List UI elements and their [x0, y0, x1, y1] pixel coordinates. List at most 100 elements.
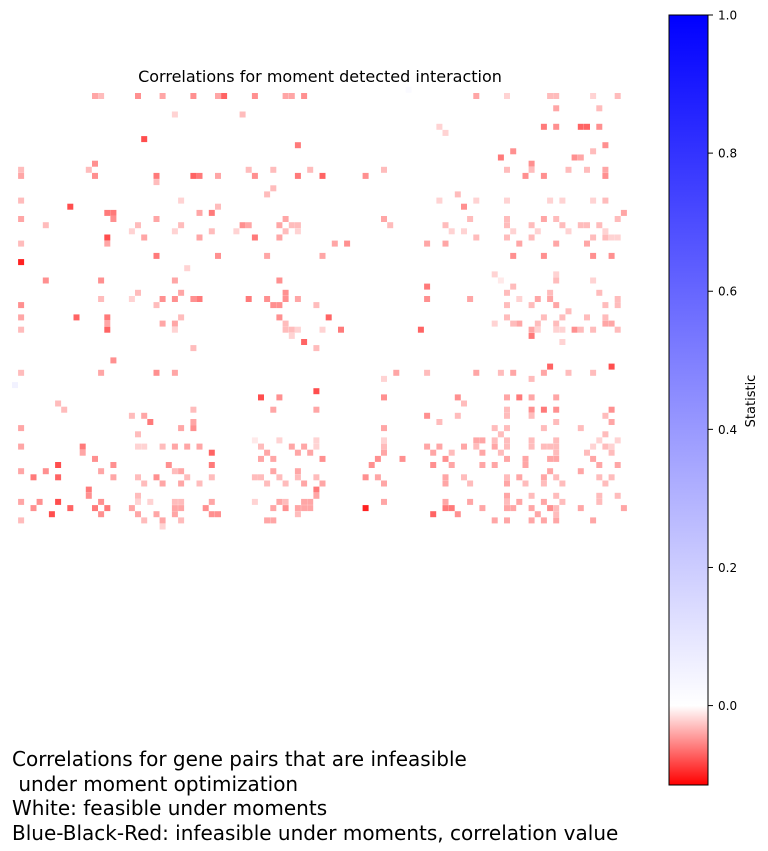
heatmap-cell [301, 443, 308, 450]
heatmap-cell [98, 498, 105, 505]
heatmap-cell [178, 197, 185, 204]
heatmap-cell [504, 302, 510, 309]
heatmap-cell [313, 474, 320, 481]
heatmap-cell [18, 517, 25, 524]
heatmap-cell [596, 492, 603, 499]
heatmap-cell [602, 302, 609, 309]
heatmap-cell [608, 406, 615, 413]
heatmap-cell [417, 326, 424, 333]
heatmap-cell [178, 517, 185, 524]
heatmap-cell [596, 289, 603, 296]
heatmap-cell [196, 443, 203, 450]
heatmap-cell [208, 449, 215, 456]
heatmap-cell [614, 216, 621, 222]
heatmap-cell [178, 468, 185, 475]
colorbar-tick-label: 0.4 [718, 423, 737, 437]
heatmap-cell [18, 498, 25, 505]
heatmap-cell [596, 222, 603, 229]
heatmap-cell [547, 363, 554, 370]
heatmap-cell [442, 222, 449, 229]
heatmap-cell [547, 455, 554, 462]
heatmap-cell [141, 412, 148, 419]
heatmap-cell [18, 314, 25, 321]
heatmap-cell [473, 443, 480, 450]
heatmap-cell [510, 283, 517, 290]
heatmap-cell [559, 498, 566, 505]
heatmap-cell [596, 105, 603, 112]
heatmap-cell [135, 93, 141, 99]
heatmap-cell [540, 425, 547, 432]
heatmap-cell [467, 480, 474, 487]
heatmap-cell [128, 228, 135, 235]
heatmap-cell [553, 406, 560, 413]
heatmap-cell [18, 326, 25, 333]
heatmap-cell [540, 443, 547, 450]
heatmap-cell [98, 369, 105, 376]
heatmap-cell [264, 517, 271, 524]
heatmap-cell [171, 296, 178, 302]
heatmap-cell [251, 172, 258, 179]
heatmap-cell [18, 166, 25, 173]
heatmap-cell [104, 209, 111, 216]
heatmap-cell [528, 412, 535, 419]
heatmap-cell [479, 437, 486, 444]
heatmap-cell [30, 474, 37, 481]
heatmap-cell [540, 216, 547, 222]
heatmap-cell [153, 216, 160, 222]
heatmap-cell [473, 93, 480, 99]
colorbar-tick-label: 0.2 [718, 561, 737, 575]
heatmap-cell [467, 296, 474, 302]
heatmap-cell [504, 474, 510, 481]
caption-line-1: Correlations for gene pairs that are inf… [12, 747, 467, 771]
heatmap-cell [448, 449, 455, 456]
heatmap-cell [362, 505, 369, 512]
heatmap-cell [264, 480, 271, 487]
heatmap-cell [559, 314, 566, 321]
heatmap-cell [491, 443, 498, 450]
heatmap-cell [171, 326, 178, 333]
heatmap-cell [381, 437, 387, 444]
heatmap-cell [171, 443, 178, 450]
heatmap-cell [504, 216, 510, 222]
heatmap-cell [491, 517, 498, 524]
heatmap-cell [442, 129, 449, 136]
heatmap-cell [153, 179, 160, 186]
heatmap-cell [577, 123, 584, 130]
heatmap-cell [55, 498, 62, 505]
heatmap-cell [18, 259, 25, 266]
heatmap-cell [178, 222, 185, 229]
heatmap-cell [461, 400, 467, 407]
heatmap-cell [553, 326, 560, 333]
caption-line-4: Blue-Black-Red: infeasible under moments… [12, 820, 619, 845]
heatmap-cell [424, 412, 431, 419]
colorbar-tick-label: 0.8 [718, 147, 737, 161]
heatmap-cell [454, 511, 461, 518]
heatmap-cell [504, 517, 510, 524]
heatmap-cell [540, 498, 547, 505]
heatmap-cell [491, 425, 498, 432]
heatmap-cell [381, 498, 387, 505]
heatmap-cell [141, 234, 148, 241]
heatmap-cell [294, 222, 301, 229]
heatmap-cell [553, 437, 560, 444]
heatmap-cell [301, 480, 308, 487]
heatmap-cell [159, 320, 166, 327]
heatmap-cell [559, 197, 566, 204]
heatmap-cell [584, 314, 590, 321]
heatmap-cell [540, 369, 547, 376]
heatmap-cell [442, 498, 449, 505]
heatmap-cell [92, 160, 98, 167]
heatmap-cell [528, 394, 535, 401]
heatmap-cell [491, 437, 498, 444]
heatmap-cell [153, 302, 160, 309]
heatmap-cell [208, 498, 215, 505]
heatmap-cell [294, 449, 301, 456]
heatmap-cell [135, 474, 141, 481]
heatmap-cell [276, 222, 283, 229]
heatmap-cell [239, 111, 246, 118]
heatmap-cell [110, 474, 117, 481]
heatmap-cell [504, 437, 510, 444]
heatmap-cell [301, 505, 308, 512]
heatmap-cell [294, 228, 301, 235]
heatmap-cell [448, 228, 455, 235]
